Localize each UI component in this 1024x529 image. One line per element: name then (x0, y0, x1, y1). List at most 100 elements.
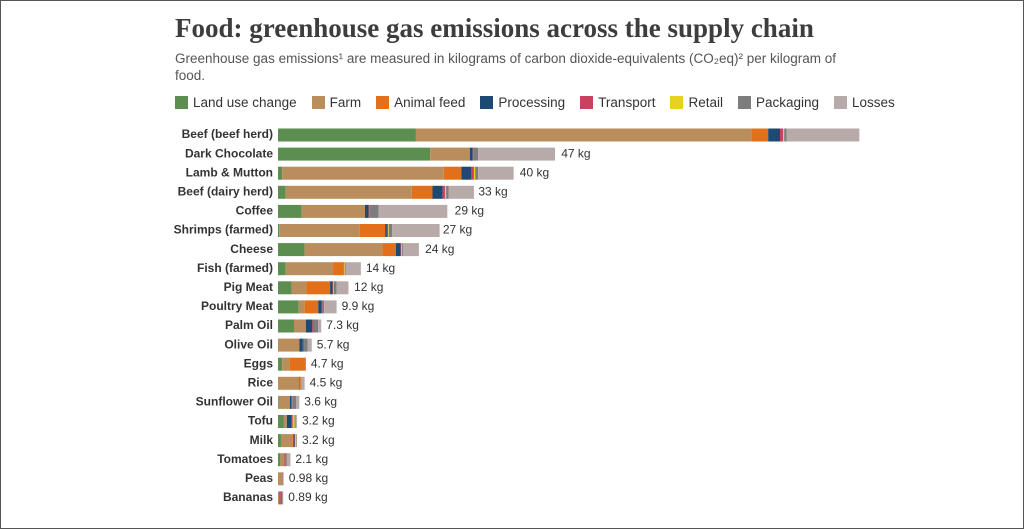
bar-segment (304, 243, 383, 257)
category-label: Cheese (230, 242, 273, 256)
bar-segment (291, 395, 293, 409)
bar-segment (305, 319, 313, 333)
legend-swatch (175, 96, 188, 109)
bar-segment (443, 166, 462, 180)
bar-segment (293, 319, 306, 333)
bar-segment (475, 166, 479, 180)
bar-segment (296, 434, 297, 448)
bar-segment (285, 453, 287, 467)
bar-segment (292, 415, 295, 428)
category-label: Coffee (236, 204, 274, 218)
bar-segment (282, 491, 284, 505)
total-label: 47 kg (561, 146, 590, 160)
total-label: 3.6 kg (304, 395, 337, 409)
total-label: 4.7 kg (311, 356, 344, 370)
bar-segment (344, 262, 346, 276)
bar-segment (282, 166, 444, 180)
legend-label: Animal feed (394, 95, 466, 110)
bar-segment (278, 281, 292, 295)
bar-segment (278, 453, 281, 467)
bar-segment (278, 376, 300, 390)
bar-segment (336, 281, 349, 295)
legend-item: Transport (580, 95, 655, 110)
bar-segment (292, 434, 294, 448)
bar-segment (312, 319, 314, 333)
bar-segment (304, 338, 308, 352)
total-label: 33 kg (478, 184, 507, 198)
bar-segment (386, 224, 389, 237)
category-label: Poultry Meat (201, 299, 273, 313)
bar-segment (285, 185, 412, 199)
bar-segment (278, 491, 280, 505)
bar-segment (330, 281, 333, 295)
bar-segment (278, 395, 290, 409)
legend-item: Land use change (175, 95, 297, 110)
bar-segment (378, 204, 448, 218)
bar-segment (478, 147, 556, 161)
bar-segment (291, 415, 293, 428)
bar-segment (473, 147, 479, 161)
bar-segment (472, 147, 474, 161)
bar-segment (395, 243, 401, 257)
total-label: 27 kg (443, 223, 472, 237)
bar-segment (286, 415, 292, 428)
bar-segment (402, 243, 419, 257)
bar-segment (333, 262, 344, 276)
bar-segment (359, 224, 386, 237)
bar-segment (461, 166, 471, 180)
category-label: Shrimps (farmed) (174, 223, 273, 237)
bar-segment (324, 300, 337, 314)
bar-segment (318, 319, 322, 333)
bar-segment (284, 453, 286, 467)
category-label: Bananas (223, 490, 273, 504)
category-label: Milk (250, 433, 274, 447)
category-label: Dark Chocolate (185, 146, 273, 160)
bar-segment (291, 281, 307, 295)
bar-segment (278, 300, 299, 314)
bar-segment (302, 338, 305, 352)
total-label: 0.89 kg (288, 490, 327, 504)
bar-segment (278, 204, 302, 218)
total-label: 0.98 kg (289, 471, 328, 485)
bar-segment (388, 224, 393, 237)
bar-segment (278, 415, 284, 428)
bar-segment (385, 224, 387, 237)
bar-segment (470, 166, 474, 180)
bar-segment (382, 243, 396, 257)
bar-segment (442, 185, 445, 199)
legend-swatch (311, 96, 325, 109)
bar-segment (280, 491, 282, 505)
category-label: Tomatoes (217, 452, 273, 466)
category-label: Pig Meat (224, 280, 273, 294)
bar-segment (313, 319, 319, 333)
bar-segment (282, 472, 283, 486)
bar-segment (285, 262, 334, 276)
bar-segment (430, 147, 470, 161)
bar-segment (333, 281, 337, 295)
total-label: 3.2 kg (302, 414, 335, 428)
legend-label: Retail (688, 95, 723, 110)
category-label: Lamb & Mutton (186, 165, 273, 179)
bar-segment (299, 376, 300, 390)
category-label: Olive Oil (224, 337, 273, 351)
bar-segment (401, 243, 403, 257)
category-label: Sunflower Oil (196, 395, 273, 409)
category-label: Beef (dairy herd) (178, 184, 273, 198)
bar-segment (278, 395, 279, 409)
bar-segment (300, 376, 302, 390)
legend-label: Farm (329, 95, 362, 110)
bar-segment (289, 395, 292, 409)
bar-segment (306, 281, 331, 295)
legend-label: Land use change (193, 95, 297, 110)
total-label: 14 kg (366, 261, 395, 275)
bar-segment (279, 224, 360, 237)
bar-segment (444, 185, 447, 199)
legend-label: Transport (598, 95, 656, 110)
bar-segment (294, 434, 296, 448)
bar-segment (278, 319, 294, 333)
bar-segment (768, 128, 781, 142)
bar-segment (786, 128, 860, 142)
bar-segment (400, 243, 402, 257)
category-label: Fish (farmed) (197, 261, 273, 275)
bar-segment (343, 262, 345, 276)
